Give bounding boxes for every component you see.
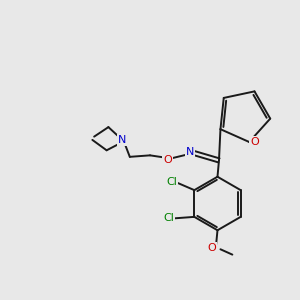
Text: N: N [186,147,194,157]
Text: O: O [208,243,217,253]
Text: Cl: Cl [163,213,174,224]
Text: Cl: Cl [166,177,177,187]
Text: O: O [250,137,259,147]
Text: N: N [118,135,127,145]
Text: O: O [163,155,172,165]
